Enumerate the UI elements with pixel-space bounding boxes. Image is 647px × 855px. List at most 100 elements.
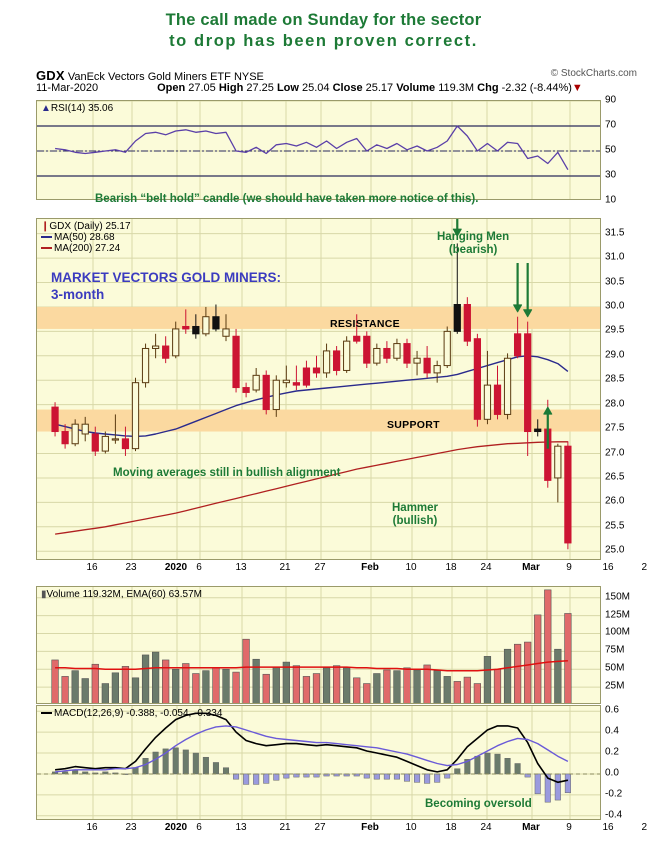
rsi-mountain-icon: ▲ bbox=[41, 103, 51, 114]
x-axis-tick: 16 bbox=[86, 822, 98, 833]
low-value: 25.04 bbox=[302, 82, 330, 94]
x-axis-tick: 21 bbox=[279, 822, 291, 833]
x-axis-tick: 18 bbox=[445, 822, 457, 833]
axis-tick: 28.0 bbox=[605, 398, 625, 410]
x-axis-tick: 21 bbox=[279, 562, 291, 573]
moving-average-note: Moving averages still in bullish alignme… bbox=[113, 467, 341, 479]
change-label: Chg bbox=[477, 82, 499, 94]
x-axis-tick: 18 bbox=[445, 562, 457, 573]
x-axis-tick: Feb bbox=[361, 822, 379, 833]
rsi-legend: ▲RSI(14) 35.06 bbox=[41, 103, 114, 114]
change-value: -2.32 (-8.44%) bbox=[501, 82, 572, 94]
x-axis-tick: 13 bbox=[235, 822, 247, 833]
axis-tick: 26.5 bbox=[605, 471, 625, 483]
rsi-axis: 90 70 50 30 10 bbox=[601, 95, 647, 206]
x-axis-tick: 16 bbox=[86, 562, 98, 573]
axis-tick: 25M bbox=[605, 680, 625, 692]
exchange-name: NYSE bbox=[233, 71, 264, 83]
x-axis-tick: 9 bbox=[566, 822, 572, 833]
axis-tick: 90 bbox=[605, 94, 617, 106]
x-axis-tick: 23 bbox=[641, 562, 647, 573]
volume-value: 119.3M bbox=[438, 82, 475, 94]
axis-tick: 29.0 bbox=[605, 349, 625, 361]
axis-tick: 27.0 bbox=[605, 447, 625, 458]
support-label: SUPPORT bbox=[387, 419, 440, 431]
axis-tick: 31.5 bbox=[605, 227, 625, 239]
ma200-swatch-icon bbox=[41, 247, 52, 250]
x-axis-tick: Feb bbox=[361, 562, 379, 573]
x-axis-tick: 23 bbox=[125, 822, 137, 833]
chart-header: GDX VanEck Vectors Gold Miners ETF NYSE … bbox=[36, 68, 647, 96]
x-axis-tick: 2020 bbox=[164, 822, 188, 833]
rsi-panel: ▲RSI(14) 35.06 bbox=[36, 100, 601, 200]
hanging-men-note: Hanging Men (bearish) bbox=[437, 231, 510, 256]
x-axis-bottom: 16 23 2020 6 13 21 27 Feb 10 18 24 Mar 9 16 23 bbox=[36, 821, 647, 838]
price-axis: 31.5 31.0 30.5 30.0 29.5 29.0 28.5 28.0 27.5 27.0… bbox=[601, 218, 647, 560]
volume-axis: 150M 125M 100M 75M 50M 25M bbox=[601, 586, 647, 704]
macd-legend: MACD(12,26,9) -0.388, -0.054, -0.334 bbox=[41, 708, 222, 719]
open-label: Open bbox=[157, 82, 186, 94]
axis-tick: 31.0 bbox=[605, 251, 625, 263]
volume-panel: ▮Volume 119.32M, EMA(60) 63.57M bbox=[36, 586, 601, 704]
x-axis-tick: 24 bbox=[480, 562, 492, 573]
oversold-note: Becoming oversold bbox=[425, 798, 532, 810]
x-axis-tick: 24 bbox=[480, 822, 492, 833]
candle-icon: ❙ bbox=[41, 221, 50, 232]
title-line-1: The call made on Sunday for the sector bbox=[165, 11, 482, 29]
axis-tick: 0.4 bbox=[605, 725, 619, 737]
axis-tick: 10 bbox=[605, 194, 617, 206]
price-legend: ❙GDX (Daily) 25.17 MA(50) 28.68 MA(200) … bbox=[41, 221, 131, 254]
volume-bars-icon: ▮ bbox=[41, 589, 47, 600]
macd-panel: MACD(12,26,9) -0.388, -0.054, -0.334 Bec… bbox=[36, 705, 601, 820]
axis-tick: 125M bbox=[605, 609, 631, 621]
x-axis-tick: Mar bbox=[522, 822, 540, 833]
axis-tick: 30.5 bbox=[605, 276, 625, 287]
close-label: Close bbox=[332, 82, 363, 94]
price-panel: ❙GDX (Daily) 25.17 MA(50) 28.68 MA(200) … bbox=[36, 218, 601, 560]
page-title: The call made on Sunday for the sector t… bbox=[0, 10, 647, 52]
axis-tick: 26.0 bbox=[605, 495, 625, 507]
x-axis-tick: 2020 bbox=[164, 562, 188, 573]
x-axis-tick: 6 bbox=[196, 562, 202, 573]
macd-axis: 0.6 0.4 0.2 0.0 -0.2 -0.4 bbox=[601, 705, 647, 821]
axis-tick: 100M bbox=[605, 626, 631, 638]
resistance-label: RESISTANCE bbox=[330, 318, 400, 330]
security-name: VanEck Vectors Gold Miners ETF bbox=[67, 71, 231, 83]
axis-tick: 30 bbox=[605, 169, 617, 181]
x-axis-tick: 23 bbox=[125, 562, 137, 573]
x-axis-tick: 10 bbox=[405, 822, 417, 833]
axis-tick: 75M bbox=[605, 644, 625, 656]
axis-tick: 150M bbox=[605, 591, 631, 603]
volume-label: Volume bbox=[396, 82, 436, 94]
axis-tick: -0.2 bbox=[605, 788, 623, 800]
open-value: 27.05 bbox=[188, 82, 216, 94]
quote-date: 11-Mar-2020 bbox=[36, 82, 99, 94]
x-axis-tick: 13 bbox=[235, 562, 247, 573]
axis-tick: 0.0 bbox=[605, 767, 619, 779]
hammer-note: Hammer (bullish) bbox=[392, 502, 439, 527]
axis-tick: 30.0 bbox=[605, 300, 625, 312]
axis-tick: 70 bbox=[605, 119, 617, 131]
axis-tick: 25.0 bbox=[605, 544, 625, 556]
x-axis-tick: 9 bbox=[566, 562, 572, 573]
x-axis-top: 16 23 2020 6 13 21 27 Feb 10 18 24 Mar 9 16 23 bbox=[36, 561, 647, 578]
x-axis-tick: 23 bbox=[641, 822, 647, 833]
ticker-symbol: GDX bbox=[36, 68, 65, 83]
change-down-arrow-icon: ▼ bbox=[571, 82, 583, 94]
axis-tick: -0.4 bbox=[605, 809, 623, 821]
x-axis-tick: 16 bbox=[602, 822, 614, 833]
high-label: High bbox=[218, 82, 244, 94]
belt-hold-note: Bearish “belt hold” candle (we should ha… bbox=[95, 193, 479, 205]
close-value: 25.17 bbox=[365, 82, 394, 94]
title-line-2: to drop has been proven correct. bbox=[169, 32, 478, 50]
x-axis-tick: 6 bbox=[196, 822, 202, 833]
overlay-title: MARKET VECTORS GOLD MINERS: 3-month bbox=[51, 270, 282, 302]
x-axis-tick: 16 bbox=[602, 562, 614, 573]
volume-legend: ▮Volume 119.32M, EMA(60) 63.57M bbox=[41, 589, 202, 600]
axis-tick: 29.5 bbox=[605, 324, 625, 336]
axis-tick: 25.5 bbox=[605, 520, 625, 532]
x-axis-tick: Mar bbox=[522, 562, 540, 573]
ma50-swatch-icon bbox=[41, 236, 52, 239]
x-axis-tick: 27 bbox=[314, 822, 326, 833]
